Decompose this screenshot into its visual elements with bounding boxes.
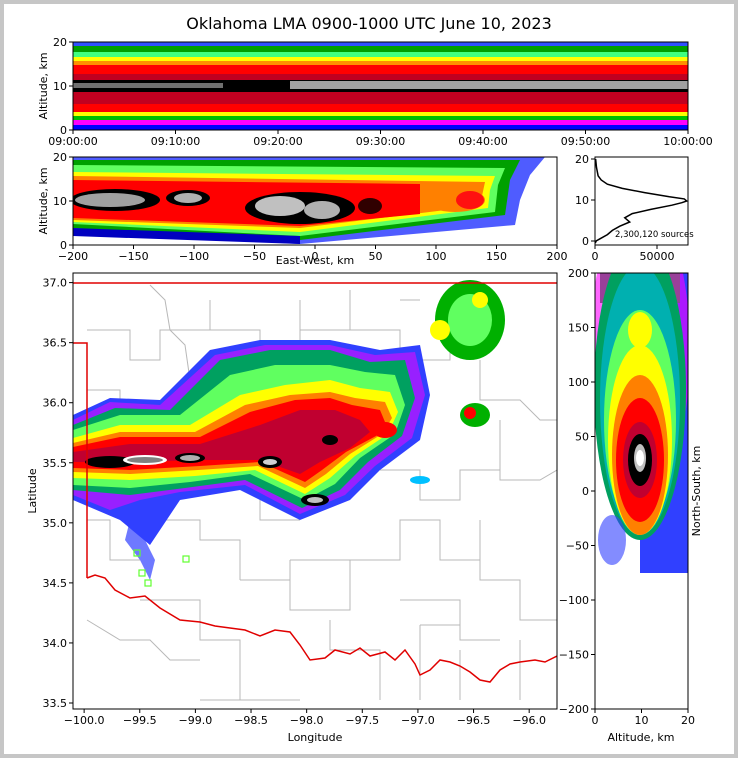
ns-y-tick-label: 100 [568, 376, 589, 389]
time-x-tick-label: 09:40:00 [458, 135, 507, 148]
ew-x-tick-label: 50 [369, 250, 383, 263]
plan-x-tick-label: −96.5 [457, 714, 491, 727]
hist-y-tick-label: 20 [575, 153, 589, 166]
ew-x-tick-label: −100 [179, 250, 209, 263]
time-x-tick-label: 09:30:00 [356, 135, 405, 148]
time-y-tick-label: 10 [53, 80, 67, 93]
ew-y-tick-label: 20 [53, 151, 67, 164]
plan-y-tick-label: 35.5 [43, 457, 68, 470]
oklahoma-panhandle-border [73, 342, 88, 578]
time-x-tick-label: 10:00:00 [663, 135, 712, 148]
figure-title: Oklahoma LMA 0900-1000 UTC June 10, 2023 [186, 14, 552, 33]
altitude-histogram-panel: 2,300,120 sources 0 50000 0 10 20 [575, 153, 694, 263]
plan-y-tick-label: 37.0 [43, 277, 68, 290]
ew-x-tick-label: 200 [547, 250, 568, 263]
hist-x-tick-label: 0 [592, 250, 599, 263]
east-west-height-panel: −200 −150 −100 −50 0 50 100 150 200 0 10 20 East-W… [37, 151, 568, 267]
plan-y-tick-label: 33.5 [43, 697, 68, 710]
hist-y-tick-label: 10 [575, 194, 589, 207]
time-y-tick-label: 20 [53, 36, 67, 49]
ns-x-tick-label: 0 [592, 714, 599, 727]
plan-x-tick-label: −96.0 [512, 714, 546, 727]
time-height-panel: 09:00:00 09:10:00 09:20:00 09:30:00 09:40:00… [37, 36, 713, 148]
ns-y-tick-label: 150 [568, 322, 589, 335]
north-south-height-panel: 0 10 20 200 150 100 50 0 −50 −100 −150 −200 Altitu… [559, 267, 703, 744]
time-x-tick-label: 09:50:00 [561, 135, 610, 148]
ew-y-tick-label: 10 [53, 195, 67, 208]
plan-x-tick-label: −98.0 [290, 714, 324, 727]
plan-y-tick-label: 34.0 [43, 637, 68, 650]
plan-view-panel: −100.0 −99.5 −99.0 −98.5 −98.0 −97.5 −97.0 −96.… [26, 272, 558, 744]
lma-station-markers [133, 549, 190, 587]
ew-x-tick-label: 150 [486, 250, 507, 263]
ns-y-tick-label: −200 [559, 703, 589, 716]
hist-x-tick-label: 50000 [640, 250, 675, 263]
ns-y-tick-label: 0 [582, 485, 589, 498]
east-west-ylabel: Altitude, km [37, 167, 50, 234]
ns-x-tick-label: 20 [681, 714, 695, 727]
ns-y-tick-label: −150 [559, 649, 589, 662]
time-x-tick-label: 09:10:00 [151, 135, 200, 148]
ns-ylabel: North-South, km [690, 446, 703, 537]
plan-x-tick-label: −98.5 [234, 714, 268, 727]
red-river-border [86, 574, 557, 683]
ns-x-tick-label: 10 [635, 714, 649, 727]
plan-y-tick-label: 36.5 [43, 337, 68, 350]
hist-y-tick-label: 0 [582, 235, 589, 248]
plan-x-tick-label: −97.5 [345, 714, 379, 727]
histogram-line [595, 158, 688, 244]
plan-xlabel: Longitude [288, 731, 343, 744]
ns-y-tick-label: 200 [568, 267, 589, 280]
ew-x-tick-label: −50 [243, 250, 266, 263]
plan-view-map [73, 280, 557, 701]
plan-x-tick-label: −97.0 [401, 714, 435, 727]
ns-y-tick-label: 50 [575, 431, 589, 444]
ns-xlabel: Altitude, km [607, 731, 674, 744]
plan-x-tick-label: −99.5 [123, 714, 157, 727]
ew-y-tick-label: 0 [60, 239, 67, 252]
east-west-xlabel: East-West, km [276, 254, 354, 267]
ew-x-tick-label: 0 [312, 250, 319, 263]
ew-x-tick-label: 100 [426, 250, 447, 263]
plan-x-tick-label: −100.0 [64, 714, 105, 727]
plan-y-tick-label: 36.0 [43, 397, 68, 410]
plan-y-tick-label: 35.0 [43, 517, 68, 530]
plan-x-tick-label: −99.0 [179, 714, 213, 727]
ew-x-tick-label: −200 [58, 250, 88, 263]
ns-y-tick-label: −50 [566, 540, 589, 553]
time-x-tick-label: 09:20:00 [253, 135, 302, 148]
time-y-tick-label: 0 [60, 124, 67, 137]
source-count-annotation: 2,300,120 sources [615, 230, 694, 240]
time-x-tick-label: 09:00:00 [48, 135, 97, 148]
ew-x-tick-label: −150 [118, 250, 148, 263]
plan-y-tick-label: 34.5 [43, 577, 68, 590]
plan-ylabel: Latitude [26, 468, 39, 514]
time-height-ylabel: Altitude, km [37, 52, 50, 119]
ns-y-tick-label: −100 [559, 594, 589, 607]
